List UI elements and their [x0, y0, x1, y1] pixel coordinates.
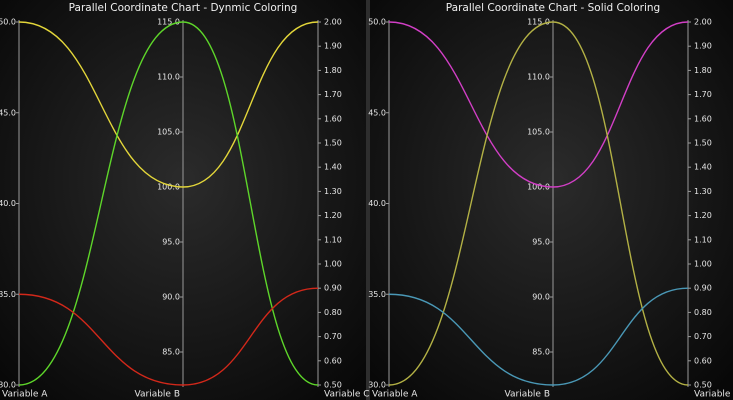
- tick-label: 30.0: [368, 381, 386, 390]
- tick-label: 1.70: [694, 90, 712, 99]
- tick-label: 50.0: [368, 18, 386, 27]
- tick-label: 105.0: [527, 128, 550, 137]
- tick-label: 1.00: [324, 260, 342, 269]
- tick-label: 110.0: [157, 73, 180, 82]
- tick-label: 105.0: [157, 128, 180, 137]
- tick-label: 115.0: [157, 18, 180, 27]
- axis-label: Variable A: [372, 390, 418, 400]
- tick-label: 45.0: [0, 108, 16, 117]
- tick-label: 100.0: [527, 183, 550, 192]
- tick-label: 1.00: [694, 260, 712, 269]
- tick-label: 1.20: [324, 211, 342, 220]
- panel: [370, 0, 733, 400]
- tick-label: 40.0: [368, 199, 386, 208]
- tick-label: 1.90: [694, 42, 712, 51]
- axis-label: Variable B: [135, 390, 180, 400]
- tick-label: 2.00: [694, 18, 712, 27]
- tick-label: 95.0: [532, 238, 550, 247]
- tick-label: 0.50: [694, 381, 712, 390]
- tick-label: 0.90: [324, 284, 342, 293]
- tick-label: 1.10: [324, 235, 342, 244]
- tick-label: 35.0: [368, 290, 386, 299]
- series-line: [18, 287, 319, 386]
- tick-label: 1.40: [324, 163, 342, 172]
- tick-label: 1.30: [324, 187, 342, 196]
- tick-label: 0.80: [694, 308, 712, 317]
- series-line: [388, 287, 689, 386]
- tick-label: 90.0: [532, 293, 550, 302]
- tick-label: 1.20: [694, 211, 712, 220]
- axis-label: Variable B: [505, 390, 550, 400]
- tick-label: 1.70: [324, 90, 342, 99]
- tick-label: 45.0: [368, 108, 386, 117]
- tick-label: 1.60: [324, 114, 342, 123]
- axis-label: Variable C: [694, 390, 733, 400]
- tick-label: 40.0: [0, 199, 16, 208]
- tick-label: 1.90: [324, 42, 342, 51]
- tick-label: 0.70: [694, 332, 712, 341]
- tick-label: 50.0: [0, 18, 16, 27]
- series-line: [18, 21, 319, 188]
- tick-label: 100.0: [157, 183, 180, 192]
- tick-label: 1.40: [694, 163, 712, 172]
- axis-label: Variable A: [2, 390, 48, 400]
- tick-label: 35.0: [0, 290, 16, 299]
- tick-label: 0.90: [694, 284, 712, 293]
- tick-label: 1.50: [694, 139, 712, 148]
- tick-label: 110.0: [527, 73, 550, 82]
- tick-label: 1.60: [694, 114, 712, 123]
- tick-label: 1.50: [324, 139, 342, 148]
- tick-label: 90.0: [162, 293, 180, 302]
- tick-label: 0.60: [694, 356, 712, 365]
- series-line: [388, 21, 689, 386]
- chart-title: Parallel Coordinate Chart - Solid Colori…: [446, 2, 660, 14]
- tick-label: 0.80: [324, 308, 342, 317]
- tick-label: 95.0: [162, 238, 180, 247]
- series-line: [388, 21, 689, 188]
- axis-label: Variable C: [324, 390, 370, 400]
- tick-label: 85.0: [532, 348, 550, 357]
- chart-title: Parallel Coordinate Chart - Dynmic Color…: [69, 2, 298, 14]
- tick-label: 2.00: [324, 18, 342, 27]
- tick-label: 115.0: [527, 18, 550, 27]
- tick-label: 1.30: [694, 187, 712, 196]
- tick-label: 0.60: [324, 356, 342, 365]
- tick-label: 85.0: [162, 348, 180, 357]
- tick-label: 1.10: [694, 235, 712, 244]
- series-line: [18, 21, 319, 386]
- tick-label: 1.80: [694, 66, 712, 75]
- tick-label: 30.0: [0, 381, 16, 390]
- tick-label: 1.80: [324, 66, 342, 75]
- tick-label: 0.70: [324, 332, 342, 341]
- tick-label: 0.50: [324, 381, 342, 390]
